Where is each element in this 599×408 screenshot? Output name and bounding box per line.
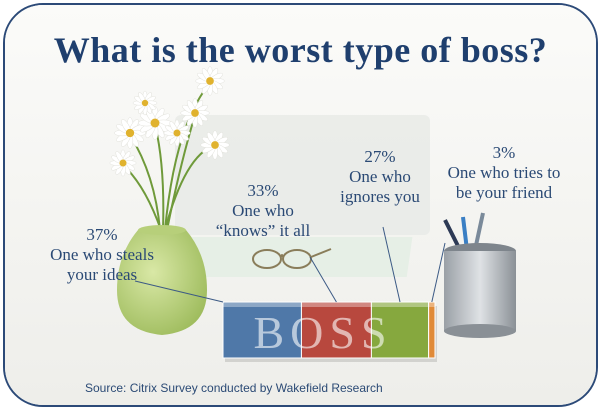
percent-label: 3% [429,143,579,163]
value-label-knows-it-all: 33% One who “knows” it all [208,181,318,241]
value-label-tries-to-be-friend: 3% One who tries to be your friend [429,143,579,203]
category-line: One who [325,167,435,187]
percent-label: 33% [208,181,318,201]
category-line: One who tries to [429,163,579,183]
value-label-steals-ideas: 37% One who steals your ideas [27,225,177,285]
value-label-ignores-you: 27% One who ignores you [325,147,435,207]
bar-segment-3 [429,302,435,358]
desk-paper [177,237,413,277]
category-line: your ideas [27,265,177,285]
percent-label: 27% [325,147,435,167]
bar-text: BOSS [253,307,392,358]
category-line: “knows” it all [208,221,318,241]
chart-title: What is the worst type of boss? [5,29,596,71]
infographic-frame: BOSS What is the worst type of boss? 37%… [3,3,598,407]
category-line: One who steals [27,245,177,265]
category-line: ignores you [325,187,435,207]
boss-stacked-bar: BOSS [223,302,437,362]
category-line: One who [208,201,318,221]
percent-label: 37% [27,225,177,245]
category-line: be your friend [429,183,579,203]
source-note: Source: Citrix Survey conducted by Wakef… [85,381,383,395]
